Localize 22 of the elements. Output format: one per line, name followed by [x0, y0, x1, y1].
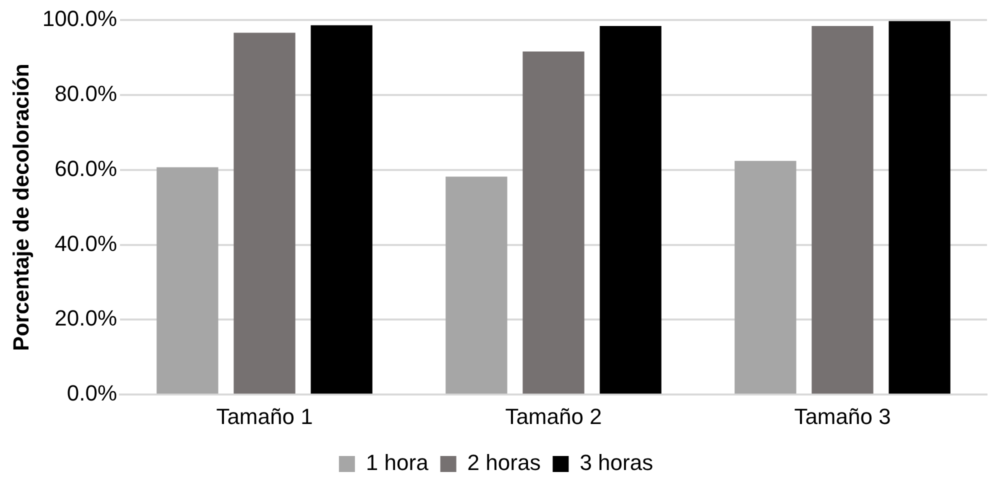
- y-tick-label: 0.0%: [66, 380, 118, 406]
- x-tick-label: Tamaño 1: [216, 404, 313, 429]
- bar: [812, 26, 874, 394]
- bar: [446, 176, 508, 394]
- bar: [234, 32, 296, 394]
- legend-label: 3 horas: [580, 450, 654, 476]
- y-tick-label: 20.0%: [54, 306, 118, 331]
- bar: [600, 26, 662, 394]
- legend-label: 1 hora: [366, 450, 430, 476]
- y-tick-label: 80.0%: [54, 80, 118, 106]
- y-tick-label: 100.0%: [42, 6, 118, 32]
- x-tick-label: Tamaño 2: [505, 404, 602, 429]
- y-tick-label: 40.0%: [54, 230, 118, 256]
- legend-label: 2 horas: [467, 450, 541, 476]
- bar: [734, 160, 796, 394]
- bar: [888, 21, 950, 394]
- y-axis-title: Porcentaje de decoloración: [8, 64, 34, 351]
- bar: [156, 167, 218, 394]
- bar: [310, 25, 372, 394]
- x-tick-label: Tamaño 3: [794, 404, 891, 429]
- bar: [522, 51, 584, 394]
- y-tick-label: 60.0%: [54, 156, 118, 181]
